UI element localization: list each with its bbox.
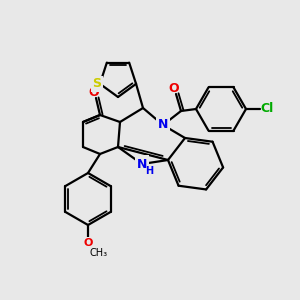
Text: H: H bbox=[145, 166, 153, 176]
Text: CH₃: CH₃ bbox=[90, 248, 108, 258]
Text: N: N bbox=[137, 158, 147, 170]
Text: O: O bbox=[89, 86, 99, 100]
Text: Cl: Cl bbox=[260, 103, 274, 116]
Text: N: N bbox=[158, 118, 168, 131]
Text: O: O bbox=[83, 238, 93, 248]
Text: S: S bbox=[92, 77, 101, 90]
Text: O: O bbox=[169, 82, 179, 95]
